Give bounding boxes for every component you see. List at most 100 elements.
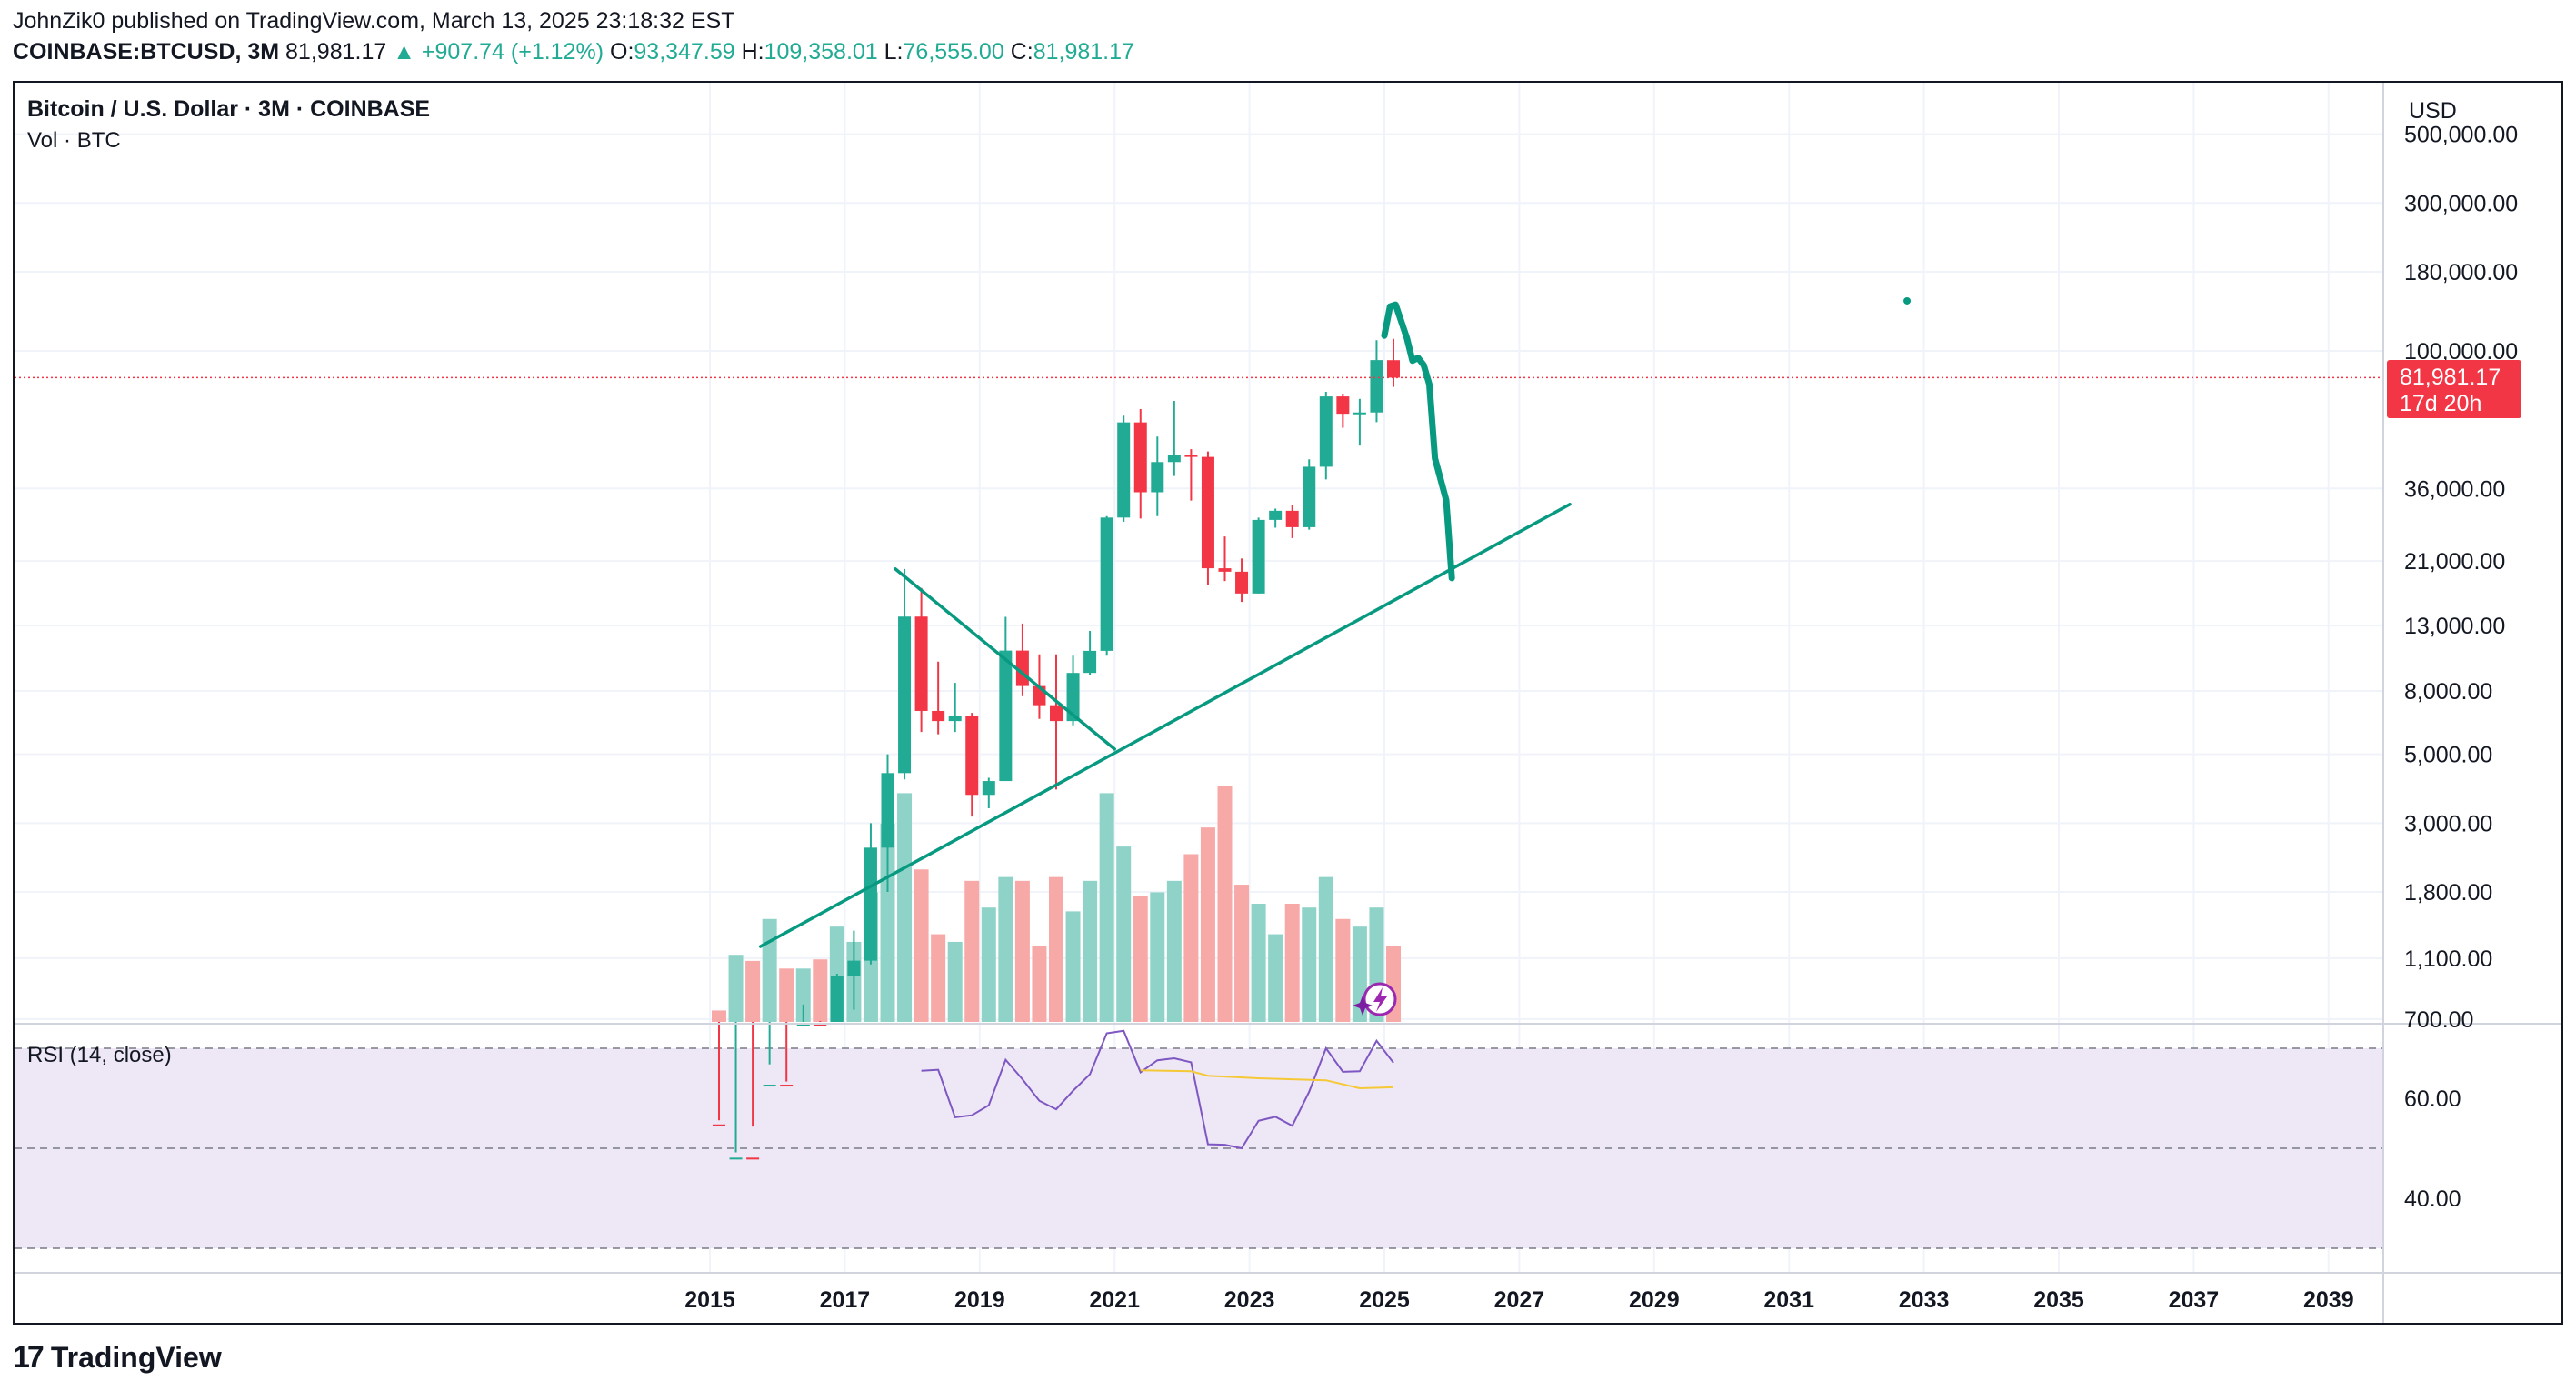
high-value: 109,358.01 [764,39,878,65]
price-tick-label: 700.00 [2404,1007,2473,1033]
volume-bar [1335,918,1351,1022]
candle-body [932,710,945,722]
volume-bar [1116,846,1132,1022]
price-tick-label: 5,000.00 [2404,743,2492,768]
year-label-2019: 2019 [954,1287,1005,1313]
volume-bar [1133,896,1148,1022]
candle-body [847,960,861,976]
candle-body [965,716,979,796]
volume-bar [1099,793,1114,1022]
candle-body [999,650,1013,782]
year-label-2033: 2033 [1899,1287,1950,1313]
volume-bar [1150,892,1165,1022]
brand-label: TradingView [50,1340,222,1374]
price-change: ▲ +907.74 (+1.12%) [393,39,604,65]
close-value: 81,981.17 [1033,39,1134,65]
volume-bar [1318,876,1333,1022]
volume-bar [1251,904,1266,1022]
lightning-icon[interactable] [1353,982,1397,1016]
candle-body [1319,396,1333,467]
low-label: L: [884,39,904,65]
chart-frame[interactable] [13,81,2563,1325]
candle-body [796,1024,810,1026]
chart-header: JohnZik0 published on TradingView.com, M… [13,5,1134,67]
volume-bar [1166,880,1182,1022]
rsi-tick-label: 60.00 [2404,1086,2461,1112]
chart-legend: Bitcoin / U.S. Dollar · 3M · COINBASE Vo… [27,96,430,1067]
year-label-2025: 2025 [1359,1287,1410,1313]
price-tick-label: 13,000.00 [2404,614,2505,639]
legend-rsi: RSI (14, close) [27,1043,172,1067]
price-tick-label: 300,000.00 [2404,191,2518,216]
candle-body [780,1085,794,1087]
year-label-2035: 2035 [2033,1287,2084,1313]
candle-body [814,1024,827,1026]
year-label-2021: 2021 [1089,1287,1140,1313]
candle-body [1285,510,1299,527]
candle-body [1269,510,1283,520]
candle-body [1218,568,1232,572]
price-tick-label: 36,000.00 [2404,476,2505,502]
rsi-ma-line [1140,1069,1394,1090]
badge-countdown: 17d 20h [2400,391,2481,416]
volume-bar [1014,880,1030,1022]
volume-bars [712,786,1401,1022]
badge-price: 81,981.17 [2400,365,2501,390]
candle-body [1083,650,1097,674]
price-projection-path [1381,301,1455,582]
rsi-axis[interactable]: 60.00 40.00 [2404,1086,2461,1212]
year-label-2015: 2015 [684,1287,735,1313]
volume-bar [1183,854,1199,1022]
candle-body [1336,396,1350,415]
close-label: C: [1010,39,1033,65]
candle-body [864,847,877,961]
last-price: 81,981.17 [285,39,387,65]
rsi-lines [921,1029,1394,1150]
volume-bar [914,869,929,1022]
high-label: H: [741,39,764,65]
volume-bar [745,960,761,1022]
time-axis[interactable]: 2015 2017 2019 2021 2023 2025 2027 2029 2031 2033… [684,1287,2353,1313]
candle-body [1201,456,1214,569]
price-axis[interactable]: USD 500,000.00300,000.00180,000.00100,00… [2404,98,2518,1033]
price-tick-label: 500,000.00 [2404,123,2518,148]
volume-bar [712,1010,726,1022]
price-tick-label: 8,000.00 [2404,679,2492,705]
year-label-2037: 2037 [2169,1287,2220,1313]
year-label-2027: 2027 [1494,1287,1545,1313]
badge-background [2387,360,2521,418]
pane-separators [15,83,2561,1323]
volume-bar [1032,946,1047,1022]
currency-label[interactable]: USD [2409,98,2457,124]
candle-body [1252,519,1265,594]
volume-bar [1268,934,1283,1022]
candle-body [1050,705,1063,722]
volume-bar [795,968,811,1022]
candle-body [1117,422,1131,518]
volume-bar [964,880,980,1022]
volume-bar [1217,786,1233,1022]
last-price-badge: 81,981.17 17d 20h [2387,360,2521,418]
volume-bar [762,918,777,1022]
trend-drawings[interactable] [758,296,1912,948]
candle-body [914,616,928,711]
candle-body [729,1157,743,1160]
tradingview-logo[interactable]: 17 TradingView [13,1339,222,1376]
tradingview-mark-icon: 17 [13,1339,45,1375]
volume-bar [1200,827,1215,1022]
candle-body [1387,360,1400,378]
volume-bar [1049,876,1063,1022]
candle-body [746,1157,760,1160]
volume-bar [880,823,895,1022]
symbol-label: COINBASE:BTCUSD, 3M [13,39,280,65]
price-tick-label: 1,800.00 [2404,880,2492,906]
marker-dot [1903,296,1912,305]
price-tick-label: 180,000.00 [2404,260,2518,285]
publisher-line: JohnZik0 published on TradingView.com, M… [13,8,735,34]
volume-bar [947,941,963,1022]
volume-bar [1284,904,1300,1022]
candle-body [830,976,844,1022]
price-tick-label: 3,000.00 [2404,811,2492,836]
legend-title: Bitcoin / U.S. Dollar · 3M · COINBASE [27,96,430,122]
